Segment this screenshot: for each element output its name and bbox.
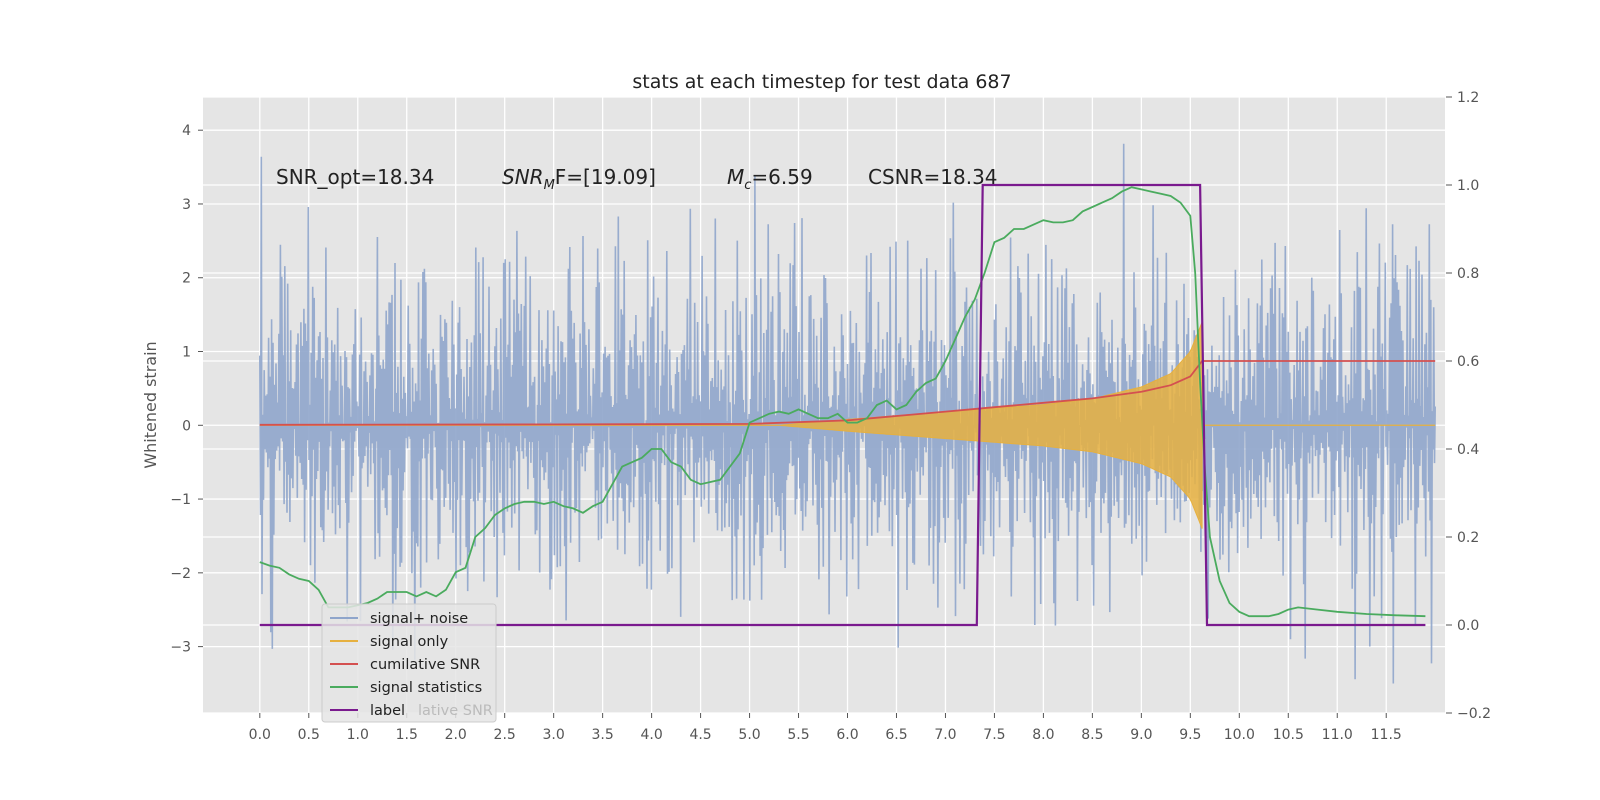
annotation-mc-base: M	[727, 165, 744, 189]
x-tick-label: 7.5	[983, 727, 1005, 743]
annotation-mc-rest: =6.59	[751, 165, 812, 189]
legend-label: signal only	[370, 634, 449, 650]
y2-tick-label: 0.4	[1457, 442, 1479, 458]
legend: signal+ noise signal only cumilative SNR si…	[321, 603, 497, 723]
legend-label: signal statistics	[370, 680, 482, 696]
y-tick-label: 3	[182, 197, 191, 213]
x-tick-label: 11.0	[1322, 727, 1353, 743]
y2-tick-label: 0.6	[1457, 354, 1479, 370]
legend-label: signal+ noise	[370, 611, 468, 627]
x-tick-label: 6.0	[836, 727, 858, 743]
x-tick-label: 8.5	[1081, 727, 1103, 743]
legend-overlap-text: lative SNR	[418, 703, 493, 719]
annotation-snr-mf-sub: M	[544, 178, 555, 193]
x-tick-label: 2.0	[445, 727, 467, 743]
annotation-csnr: CSNR=18.34	[868, 165, 998, 189]
line-series	[259, 183, 1436, 627]
y2-tick-label: 1.2	[1457, 90, 1479, 106]
annotation-mc-sub: c	[744, 178, 751, 193]
x-tick-label: 4.5	[689, 727, 711, 743]
y-tick-label: −2	[170, 566, 191, 582]
y-tick-label: 4	[182, 123, 191, 139]
legend-label: cumilative SNR	[370, 657, 480, 673]
x-tick-label: 7.0	[934, 727, 956, 743]
y-tick-label: −1	[170, 492, 191, 508]
y-tick-label: −3	[170, 640, 191, 656]
series-label	[259, 183, 1426, 627]
legend-label: label	[370, 703, 405, 719]
y-tick-label: 2	[182, 271, 191, 287]
x-tick-label: 9.5	[1179, 727, 1201, 743]
x-tick-label: 3.0	[543, 727, 565, 743]
annotation-snr-opt: SNR_opt=18.34	[276, 165, 434, 189]
legend-box	[321, 603, 497, 723]
x-tick-label: 8.0	[1032, 727, 1054, 743]
annotations: SNR_opt=18.34 SNRMF=[19.09] Mc=6.59 CSNR…	[276, 165, 998, 193]
series-signal-statistics	[259, 186, 1426, 618]
y2-tick-label: 0.2	[1457, 530, 1479, 546]
series-cumulative-snr	[259, 360, 1436, 426]
x-tick-label: 5.0	[738, 727, 760, 743]
y2-tick-label: −0.2	[1457, 706, 1491, 722]
x-tick-label: 10.5	[1273, 727, 1304, 743]
axes: 0.0 0.5 1.0 1.5 2.0 2.5 3.0 3.5 4.0 4.5 5.0 5.5 6.0 6…	[170, 90, 1491, 743]
y2-tick-label: 0.8	[1457, 266, 1479, 282]
x-tick-label: 3.5	[592, 727, 614, 743]
x-tick-label: 10.0	[1224, 727, 1255, 743]
x-tick-label: 0.0	[249, 727, 271, 743]
x-tick-label: 9.0	[1130, 727, 1152, 743]
annotation-chirp-mass: Mc=6.59	[727, 165, 813, 193]
y-tick-label: 0	[182, 418, 191, 434]
x-tick-label: 11.5	[1371, 727, 1402, 743]
x-tick-label: 0.5	[298, 727, 320, 743]
series-signal-noise	[259, 143, 1436, 684]
x-tick-label: 4.0	[640, 727, 662, 743]
chart-title: stats at each timestep for test data 687	[632, 71, 1011, 93]
x-tick-label: 5.5	[787, 727, 809, 743]
annotation-snr-mf-base: SNR	[502, 165, 544, 189]
y2-tick-label: 0.0	[1457, 618, 1479, 634]
annotation-snr-mf-rest: F=[19.09]	[555, 165, 656, 189]
x-tick-label: 2.5	[494, 727, 516, 743]
y-axis-label: Whitened strain	[141, 341, 160, 468]
x-tick-label: 1.0	[347, 727, 369, 743]
x-tick-label: 1.5	[396, 727, 418, 743]
y2-tick-label: 1.0	[1457, 178, 1479, 194]
x-tick-label: 6.5	[885, 727, 907, 743]
annotation-snr-mf: SNRMF=[19.09]	[502, 165, 656, 193]
signal-noise-line	[259, 143, 1436, 684]
y-tick-label: 1	[182, 345, 191, 361]
